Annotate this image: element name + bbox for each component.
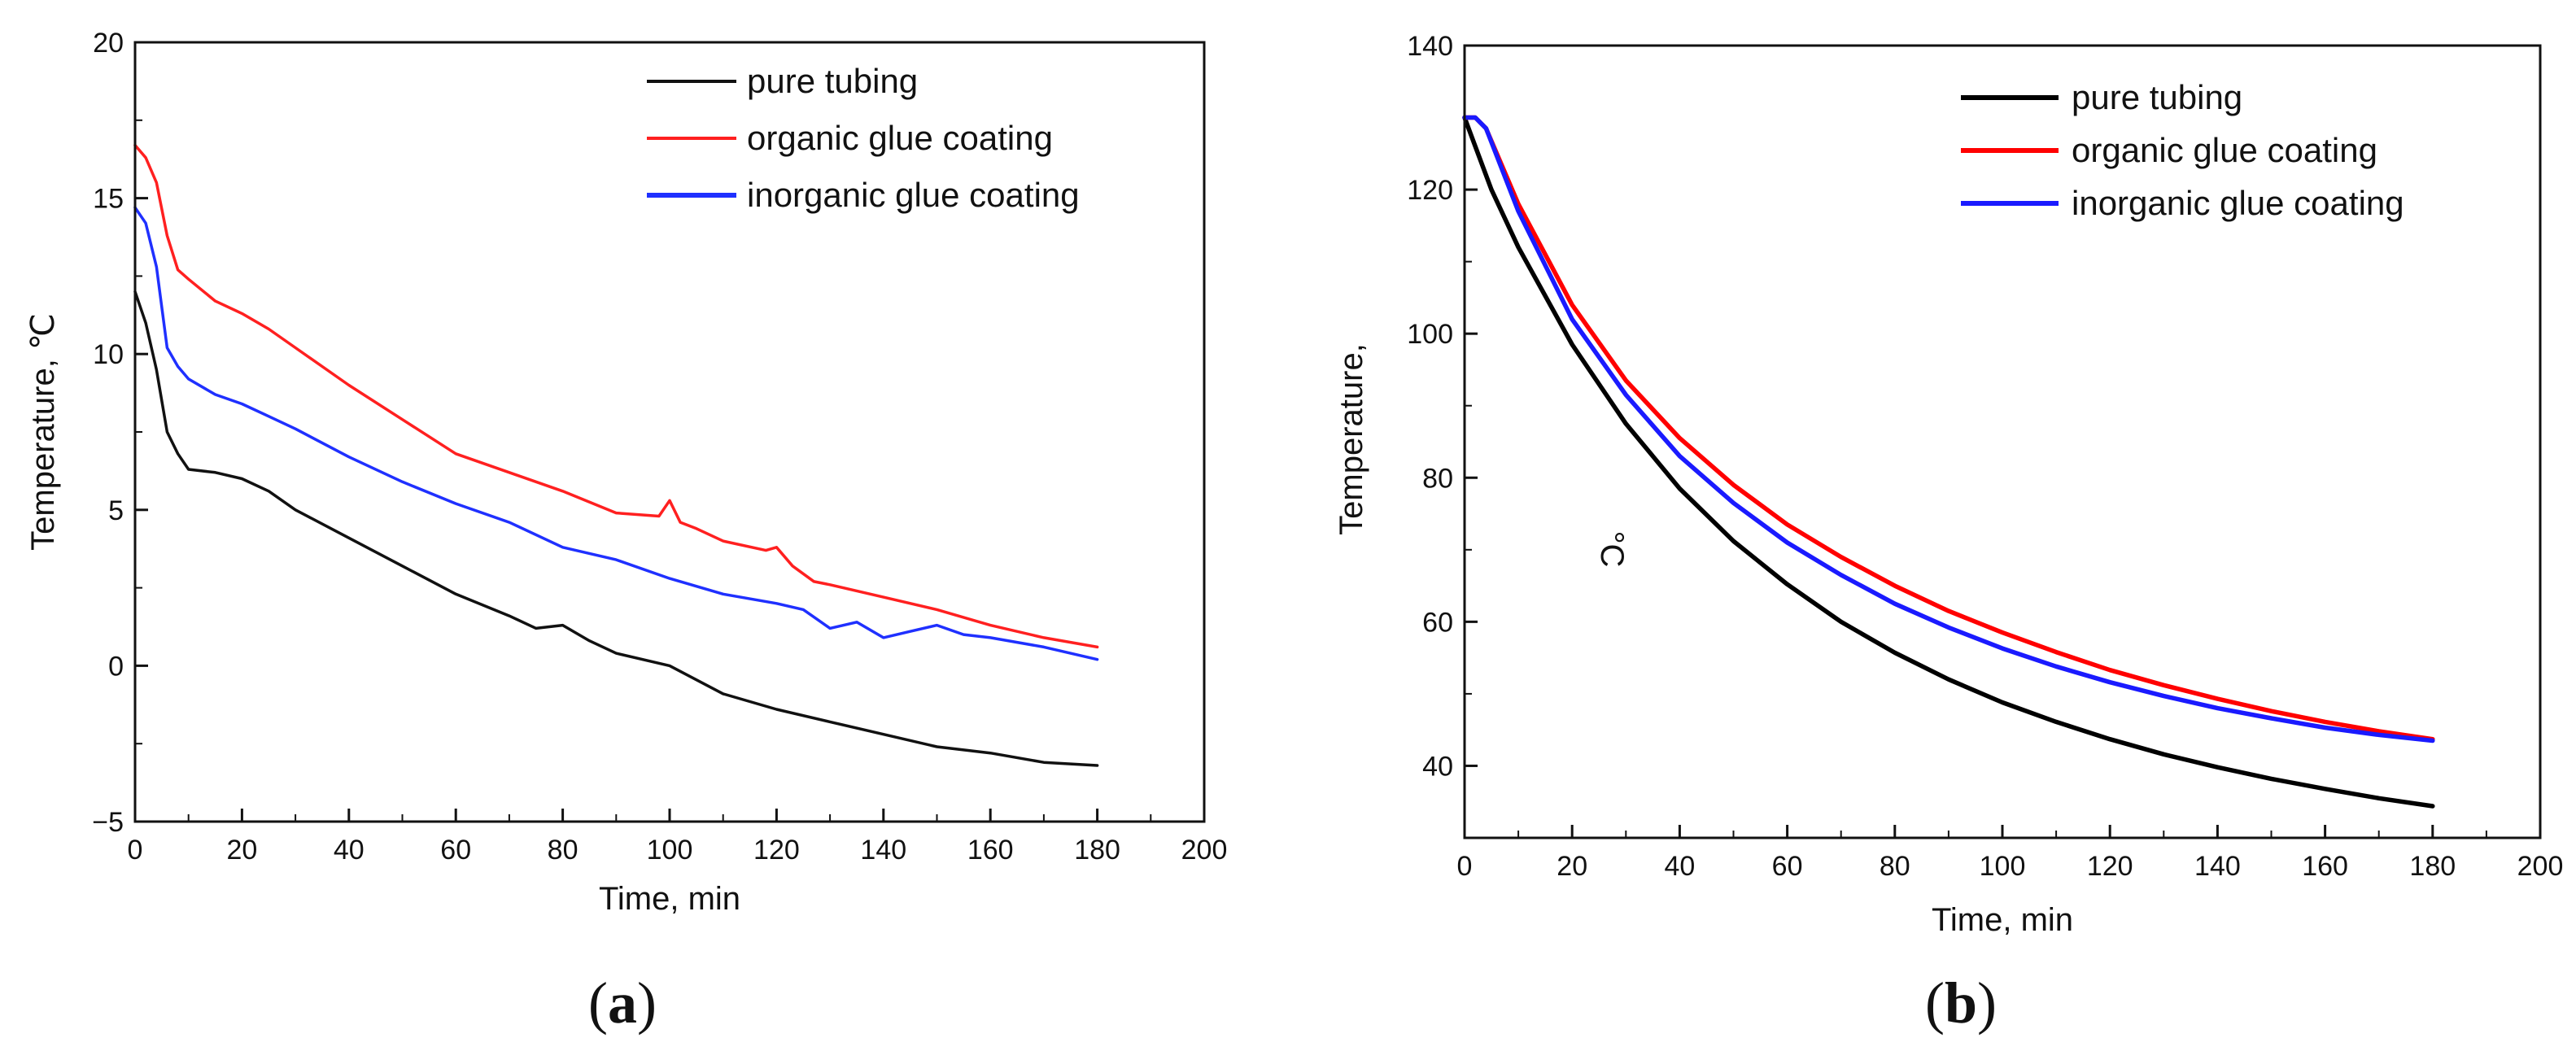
chart-panel-b: 0 20 40 60 80 100 120 140 160 180 200 40…: [1334, 31, 2563, 1036]
panel-a-x-tick-label: 80: [548, 835, 579, 866]
panel-a-y-axis-title: Temperature, ℃: [25, 313, 61, 551]
panel-a-x-tick-label: 0: [128, 835, 143, 866]
series-line-inorganic-glue-coating: [133, 206, 1099, 661]
panel-b-x-tick-label: 40: [1664, 851, 1695, 882]
panel-b-x-axis-title: Time, min: [1932, 902, 2073, 938]
series-line-pure-tubing: [1462, 115, 2435, 809]
panel-b-ticks: [1463, 44, 2542, 838]
panel-b-y-tick-labels: 40 60 80 100 120 140: [1407, 31, 1453, 782]
legend-label-inorganic-glue-coating: inorganic glue coating: [747, 176, 1080, 214]
panel-a-legend: pure tubing organic glue coating inorgan…: [647, 62, 1080, 214]
panel-a-label: (a): [588, 970, 657, 1036]
panel-a-y-tick-label: 0: [108, 651, 124, 682]
panel-b-label-close: ): [1977, 970, 1997, 1036]
panel-b-label: (b): [1925, 970, 1997, 1036]
panel-b-x-tick-label: 140: [2194, 851, 2241, 882]
panel-b-label-letter: b: [1945, 970, 1977, 1036]
panel-b-y-axis-title: Temperature,: [1334, 343, 1369, 535]
series-line-organic-glue-coating: [133, 143, 1099, 649]
panel-b-x-tick-label: 200: [2517, 851, 2564, 882]
panel-a-x-tick-label: 20: [226, 835, 257, 866]
panel-b-unit-annotation: °C: [1594, 531, 1630, 568]
panel-b-y-tick-label: 80: [1422, 463, 1453, 494]
panel-b-x-tick-label: 60: [1772, 851, 1803, 882]
series-line-pure-tubing: [133, 290, 1099, 767]
panel-b-x-tick-labels: 0 20 40 60 80 100 120 140 160 180 200: [1457, 851, 2564, 882]
panel-a-label-open: (: [588, 970, 608, 1036]
series-line-organic-glue-coating: [1462, 115, 2435, 742]
panel-a-y-tick-label: 15: [93, 184, 124, 215]
panel-a-y-tick-label: 5: [108, 495, 124, 526]
panel-a-x-tick-label: 140: [860, 835, 906, 866]
chart-panel-a: 0 20 40 60 80 100 120 140 160 180 200 −5…: [25, 28, 1227, 1036]
panel-a-x-tick-label: 180: [1074, 835, 1120, 866]
panel-b-x-tick-label: 100: [1980, 851, 2026, 882]
panel-a-x-tick-label: 100: [647, 835, 693, 866]
panel-b-y-tick-label: 100: [1407, 319, 1453, 350]
panel-a-x-axis-title: Time, min: [599, 881, 740, 917]
panel-b-x-tick-label: 120: [2087, 851, 2133, 882]
panel-b-x-tick-label: 0: [1457, 851, 1473, 882]
panel-a-y-tick-label: 20: [93, 28, 124, 59]
panel-b-y-tick-label: 120: [1407, 175, 1453, 206]
legend-label-organic-glue-coating: organic glue coating: [747, 119, 1053, 157]
panel-a-label-close: ): [637, 970, 657, 1036]
panel-a-y-tick-label: 10: [93, 339, 124, 370]
panel-a-ticks: [133, 41, 1206, 823]
panel-b-plot-frame: [1463, 44, 2542, 839]
panel-a-label-letter: a: [608, 970, 637, 1036]
panel-a-x-tick-labels: 0 20 40 60 80 100 120 140 160 180 200: [128, 835, 1228, 866]
panel-b-label-open: (: [1925, 970, 1945, 1036]
panel-a-plot-frame: [133, 41, 1206, 823]
legend-label-pure-tubing: pure tubing: [2072, 78, 2242, 116]
panel-b-x-tick-label: 80: [1880, 851, 1910, 882]
panel-b-x-tick-label: 160: [2302, 851, 2348, 882]
legend-label-pure-tubing: pure tubing: [747, 62, 918, 100]
panel-b-x-tick-label: 180: [2409, 851, 2456, 882]
panel-a-x-tick-label: 120: [753, 835, 800, 866]
legend-label-organic-glue-coating: organic glue coating: [2072, 131, 2377, 169]
panel-b-x-tick-label: 20: [1557, 851, 1587, 882]
panel-a-series: [133, 143, 1099, 767]
panel-a-y-tick-label: −5: [92, 807, 124, 838]
panel-b-y-tick-label: 60: [1422, 607, 1453, 638]
panel-a-x-tick-label: 160: [967, 835, 1014, 866]
panel-a-x-tick-label: 60: [440, 835, 471, 866]
panel-a-x-tick-label: 40: [334, 835, 365, 866]
panel-b-y-tick-label: 40: [1422, 751, 1453, 782]
legend-label-inorganic-glue-coating: inorganic glue coating: [2072, 184, 2404, 222]
panel-b-series: [1462, 115, 2435, 809]
panel-b-legend: pure tubing organic glue coating inorgan…: [1961, 78, 2404, 222]
panel-b-y-tick-label: 140: [1407, 31, 1453, 62]
panel-a-x-tick-label: 200: [1181, 835, 1228, 866]
panel-a-y-tick-labels: −5 0 5 10 15 20: [92, 28, 124, 838]
series-line-inorganic-glue-coating: [1462, 115, 2435, 743]
